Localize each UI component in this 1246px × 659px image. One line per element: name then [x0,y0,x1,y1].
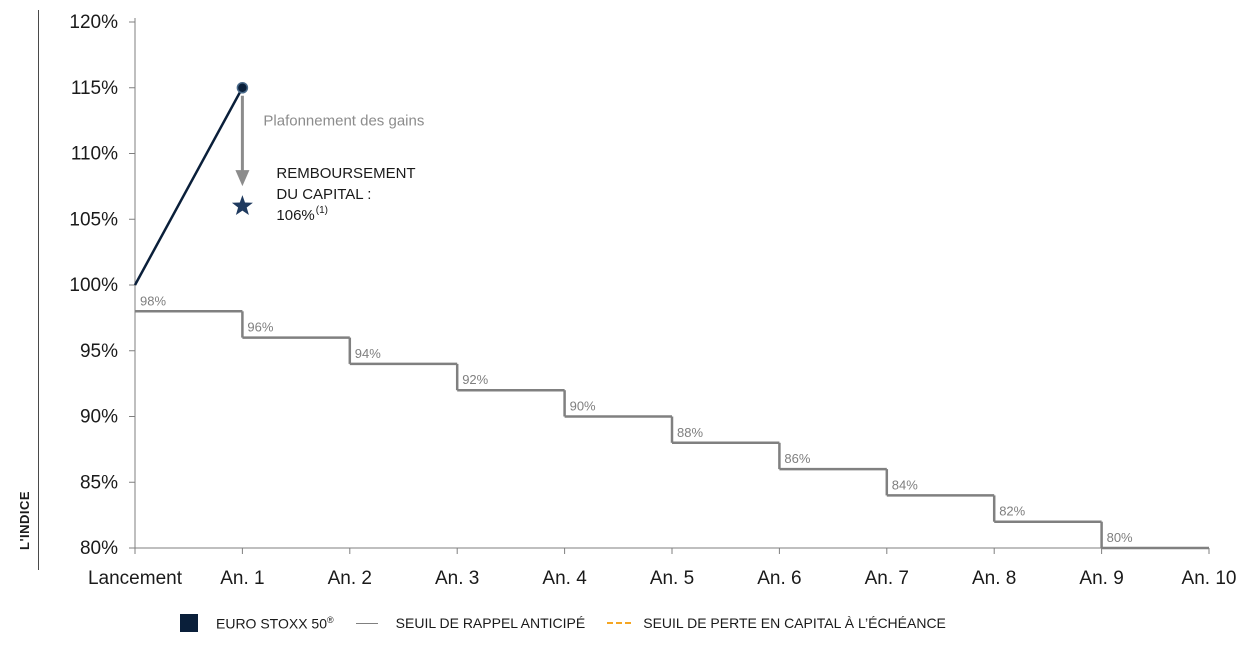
step-data-label: 86% [784,451,810,466]
legend: EURO STOXX 50® SEUIL DE RAPPEL ANTICIPÉ … [180,612,968,634]
y-tick-label: 85% [80,472,118,493]
x-tick-label: An. 3 [435,568,479,589]
y-tick-label: 110% [71,144,118,165]
x-tick-label: An. 4 [542,568,587,589]
step-data-label: 80% [1107,530,1133,545]
step-data-label: 88% [677,425,703,440]
index-series-line [133,87,244,286]
x-tick-label: An. 5 [650,568,694,589]
legend-swatch-seuil-rappel [355,622,378,624]
step-data-label: 96% [247,320,273,335]
repayment-label-line2: DU CAPITAL : [276,186,371,203]
y-axis-label-group: L'INDICE [10,10,70,570]
step-data-label: 98% [140,293,166,308]
x-tick-label: An. 7 [865,568,909,589]
legend-item-seuil-perte: SEUIL DE PERTE EN CAPITAL À L’ÉCHÉANCE [607,615,946,631]
index-end-point [236,82,249,94]
legend-swatch-euro-stoxx [180,614,198,632]
y-tick-label: 105% [69,209,118,230]
y-tick-label: 90% [80,407,118,428]
x-tick-label: An. 6 [757,568,801,589]
legend-item-euro-stoxx: EURO STOXX 50® [180,614,334,632]
y-tick-label: 95% [80,341,118,362]
legend-registered-mark: ® [327,614,334,625]
legend-swatch-seuil-perte [607,622,632,624]
step-data-label: 94% [355,346,381,361]
y-tick-label: 115% [71,78,118,99]
legend-label-seuil-perte: SEUIL DE PERTE EN CAPITAL À L’ÉCHÉANCE [643,615,946,631]
y-tick-label: 120% [69,12,118,33]
capping-arrow-head [235,170,250,187]
legend-label-euro-stoxx: EURO STOXX 50® [216,615,334,632]
repayment-label-value: 106% [276,207,314,224]
y-tick-label: 100% [69,275,118,296]
step-data-label: 84% [892,477,918,492]
step-data-label: 92% [462,372,488,387]
repayment-footnote-mark: (1) [316,205,328,216]
x-tick-label: Lancement [88,568,183,589]
x-tick-label: An. 8 [972,568,1016,589]
capping-arrow-label: Plafonnement des gains [263,113,424,130]
x-tick-label: An. 1 [220,568,264,589]
repayment-label-line1: REMBOURSEMENT [276,165,415,182]
y-axis-label: L'INDICE [17,490,32,550]
step-data-label: 90% [570,399,596,414]
x-tick-label: An. 2 [328,568,372,589]
legend-label-seuil-rappel: SEUIL DE RAPPEL ANTICIPÉ [395,615,586,631]
x-tick-label: An. 9 [1079,568,1123,589]
step-data-label: 82% [999,504,1025,519]
repayment-star-marker [231,195,253,215]
legend-item-seuil-rappel: SEUIL DE RAPPEL ANTICIPÉ [355,615,586,631]
y-axis-label-rule [38,10,39,570]
legend-text-euro-stoxx: EURO STOXX 50 [216,615,328,632]
y-tick-label: 80% [80,538,118,559]
chart: 120% 115% 110% 105% 100% 95% 90% 85% 80% Lancemen… [69,12,1237,589]
x-tick-label: An. 10 [1182,568,1237,589]
